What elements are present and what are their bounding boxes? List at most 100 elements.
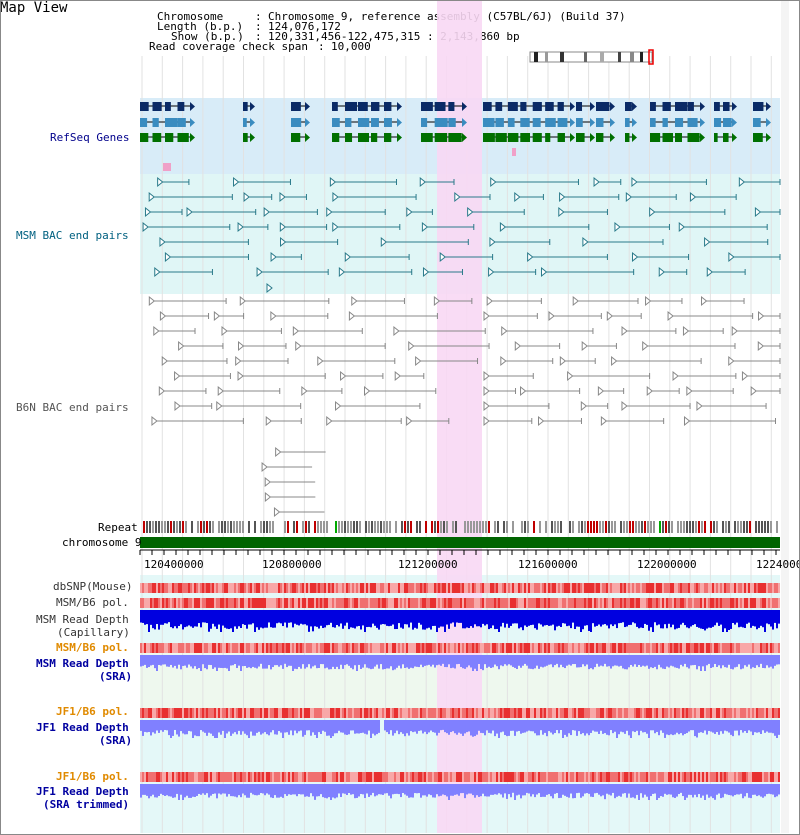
repeat-element bbox=[776, 521, 778, 533]
heat-cell bbox=[496, 708, 498, 718]
heat-cell bbox=[236, 643, 238, 653]
heat-cell bbox=[334, 708, 336, 718]
heat-cell bbox=[396, 772, 398, 782]
heat-cell bbox=[512, 708, 514, 718]
heat-cell bbox=[236, 708, 238, 718]
read-depth-bar bbox=[156, 784, 158, 798]
heat-cell bbox=[446, 772, 448, 782]
heat-cell bbox=[674, 583, 676, 593]
read-depth-bar bbox=[468, 784, 470, 794]
heat-cell bbox=[344, 598, 346, 608]
read-depth-bar bbox=[538, 610, 540, 624]
heat-cell bbox=[512, 598, 514, 608]
read-depth-bar bbox=[520, 610, 522, 628]
read-depth-bar bbox=[348, 784, 350, 793]
heat-cell bbox=[468, 708, 470, 718]
read-depth-bar bbox=[238, 784, 240, 796]
read-depth-bar bbox=[626, 784, 628, 798]
heat-cell bbox=[592, 708, 594, 718]
read-depth-bar bbox=[634, 655, 636, 665]
heat-cell bbox=[286, 772, 288, 782]
read-depth-bar bbox=[402, 655, 404, 665]
read-depth-bar bbox=[408, 655, 410, 669]
heat-cell bbox=[424, 772, 426, 782]
read-depth-bar bbox=[548, 784, 550, 795]
heat-cell bbox=[426, 583, 428, 593]
heat-cell bbox=[368, 708, 370, 718]
heat-cell bbox=[272, 708, 274, 718]
heat-cell bbox=[246, 583, 248, 593]
heat-cell bbox=[238, 598, 240, 608]
heat-cell bbox=[474, 708, 476, 718]
read-depth-bar bbox=[430, 655, 432, 667]
repeat-element bbox=[260, 521, 262, 533]
read-depth-bar bbox=[320, 610, 322, 626]
heat-cell bbox=[220, 583, 222, 593]
heat-cell bbox=[550, 643, 552, 653]
read-depth-bar bbox=[258, 784, 260, 795]
heat-cell bbox=[392, 643, 394, 653]
heat-cell bbox=[420, 583, 422, 593]
heat-cell bbox=[538, 598, 540, 608]
heat-cell bbox=[748, 708, 750, 718]
heat-cell bbox=[620, 598, 622, 608]
heat-cell bbox=[728, 583, 730, 593]
bac-end-marker bbox=[686, 385, 693, 397]
heat-cell bbox=[600, 708, 602, 718]
heat-cell bbox=[262, 772, 264, 782]
heat-cell bbox=[736, 598, 738, 608]
heat-cell bbox=[344, 708, 346, 718]
heat-cell bbox=[678, 772, 680, 782]
heat-cell bbox=[684, 708, 686, 718]
heat-cell bbox=[646, 583, 648, 593]
read-depth-bar bbox=[384, 655, 386, 670]
heat-cell bbox=[588, 598, 590, 608]
label-refseq-genes[interactable]: RefSeq Genes bbox=[50, 131, 130, 144]
gene-strand-arrow bbox=[610, 133, 615, 142]
read-depth-bar bbox=[582, 655, 584, 665]
read-depth-bar bbox=[716, 655, 718, 667]
heat-cell bbox=[488, 643, 490, 653]
heat-cell bbox=[238, 772, 240, 782]
repeat-element bbox=[254, 521, 256, 533]
repeat-element bbox=[212, 521, 214, 533]
read-depth-bar bbox=[734, 784, 736, 796]
label-b6n-bac[interactable]: B6N BAC end pairs bbox=[16, 401, 129, 414]
repeat-element bbox=[692, 521, 694, 533]
heat-cell bbox=[630, 643, 632, 653]
heat-cell bbox=[712, 643, 714, 653]
read-depth-bar bbox=[602, 655, 604, 667]
heat-cell bbox=[604, 598, 606, 608]
read-depth-bar bbox=[354, 720, 356, 734]
heat-cell bbox=[178, 583, 180, 593]
heat-cell bbox=[338, 708, 340, 718]
heat-cell bbox=[438, 583, 440, 593]
heat-cell bbox=[760, 583, 762, 593]
heat-cell bbox=[550, 708, 552, 718]
gene-exon bbox=[687, 118, 698, 127]
heat-cell bbox=[284, 772, 286, 782]
label-msm-bac[interactable]: MSM BAC end pairs bbox=[16, 229, 129, 242]
heat-cell bbox=[240, 708, 242, 718]
heat-cell bbox=[602, 772, 604, 782]
gene-exon bbox=[520, 133, 531, 142]
repeat-element bbox=[179, 521, 181, 533]
read-depth-bar bbox=[440, 784, 442, 796]
heat-cell bbox=[724, 772, 726, 782]
axis-tick-label: 120800000 bbox=[262, 558, 322, 571]
read-depth-bar bbox=[638, 720, 640, 736]
heat-cell bbox=[480, 598, 482, 608]
heat-cell bbox=[484, 643, 486, 653]
read-depth-bar bbox=[508, 720, 510, 736]
heat-cell bbox=[640, 583, 642, 593]
heat-cell bbox=[690, 708, 692, 718]
heat-cell bbox=[492, 708, 494, 718]
heat-cell bbox=[604, 772, 606, 782]
heat-cell bbox=[506, 708, 508, 718]
heat-cell bbox=[658, 772, 660, 782]
heat-cell bbox=[572, 598, 574, 608]
read-depth-bar bbox=[680, 610, 682, 625]
heat-cell bbox=[406, 708, 408, 718]
heat-cell bbox=[530, 583, 532, 593]
